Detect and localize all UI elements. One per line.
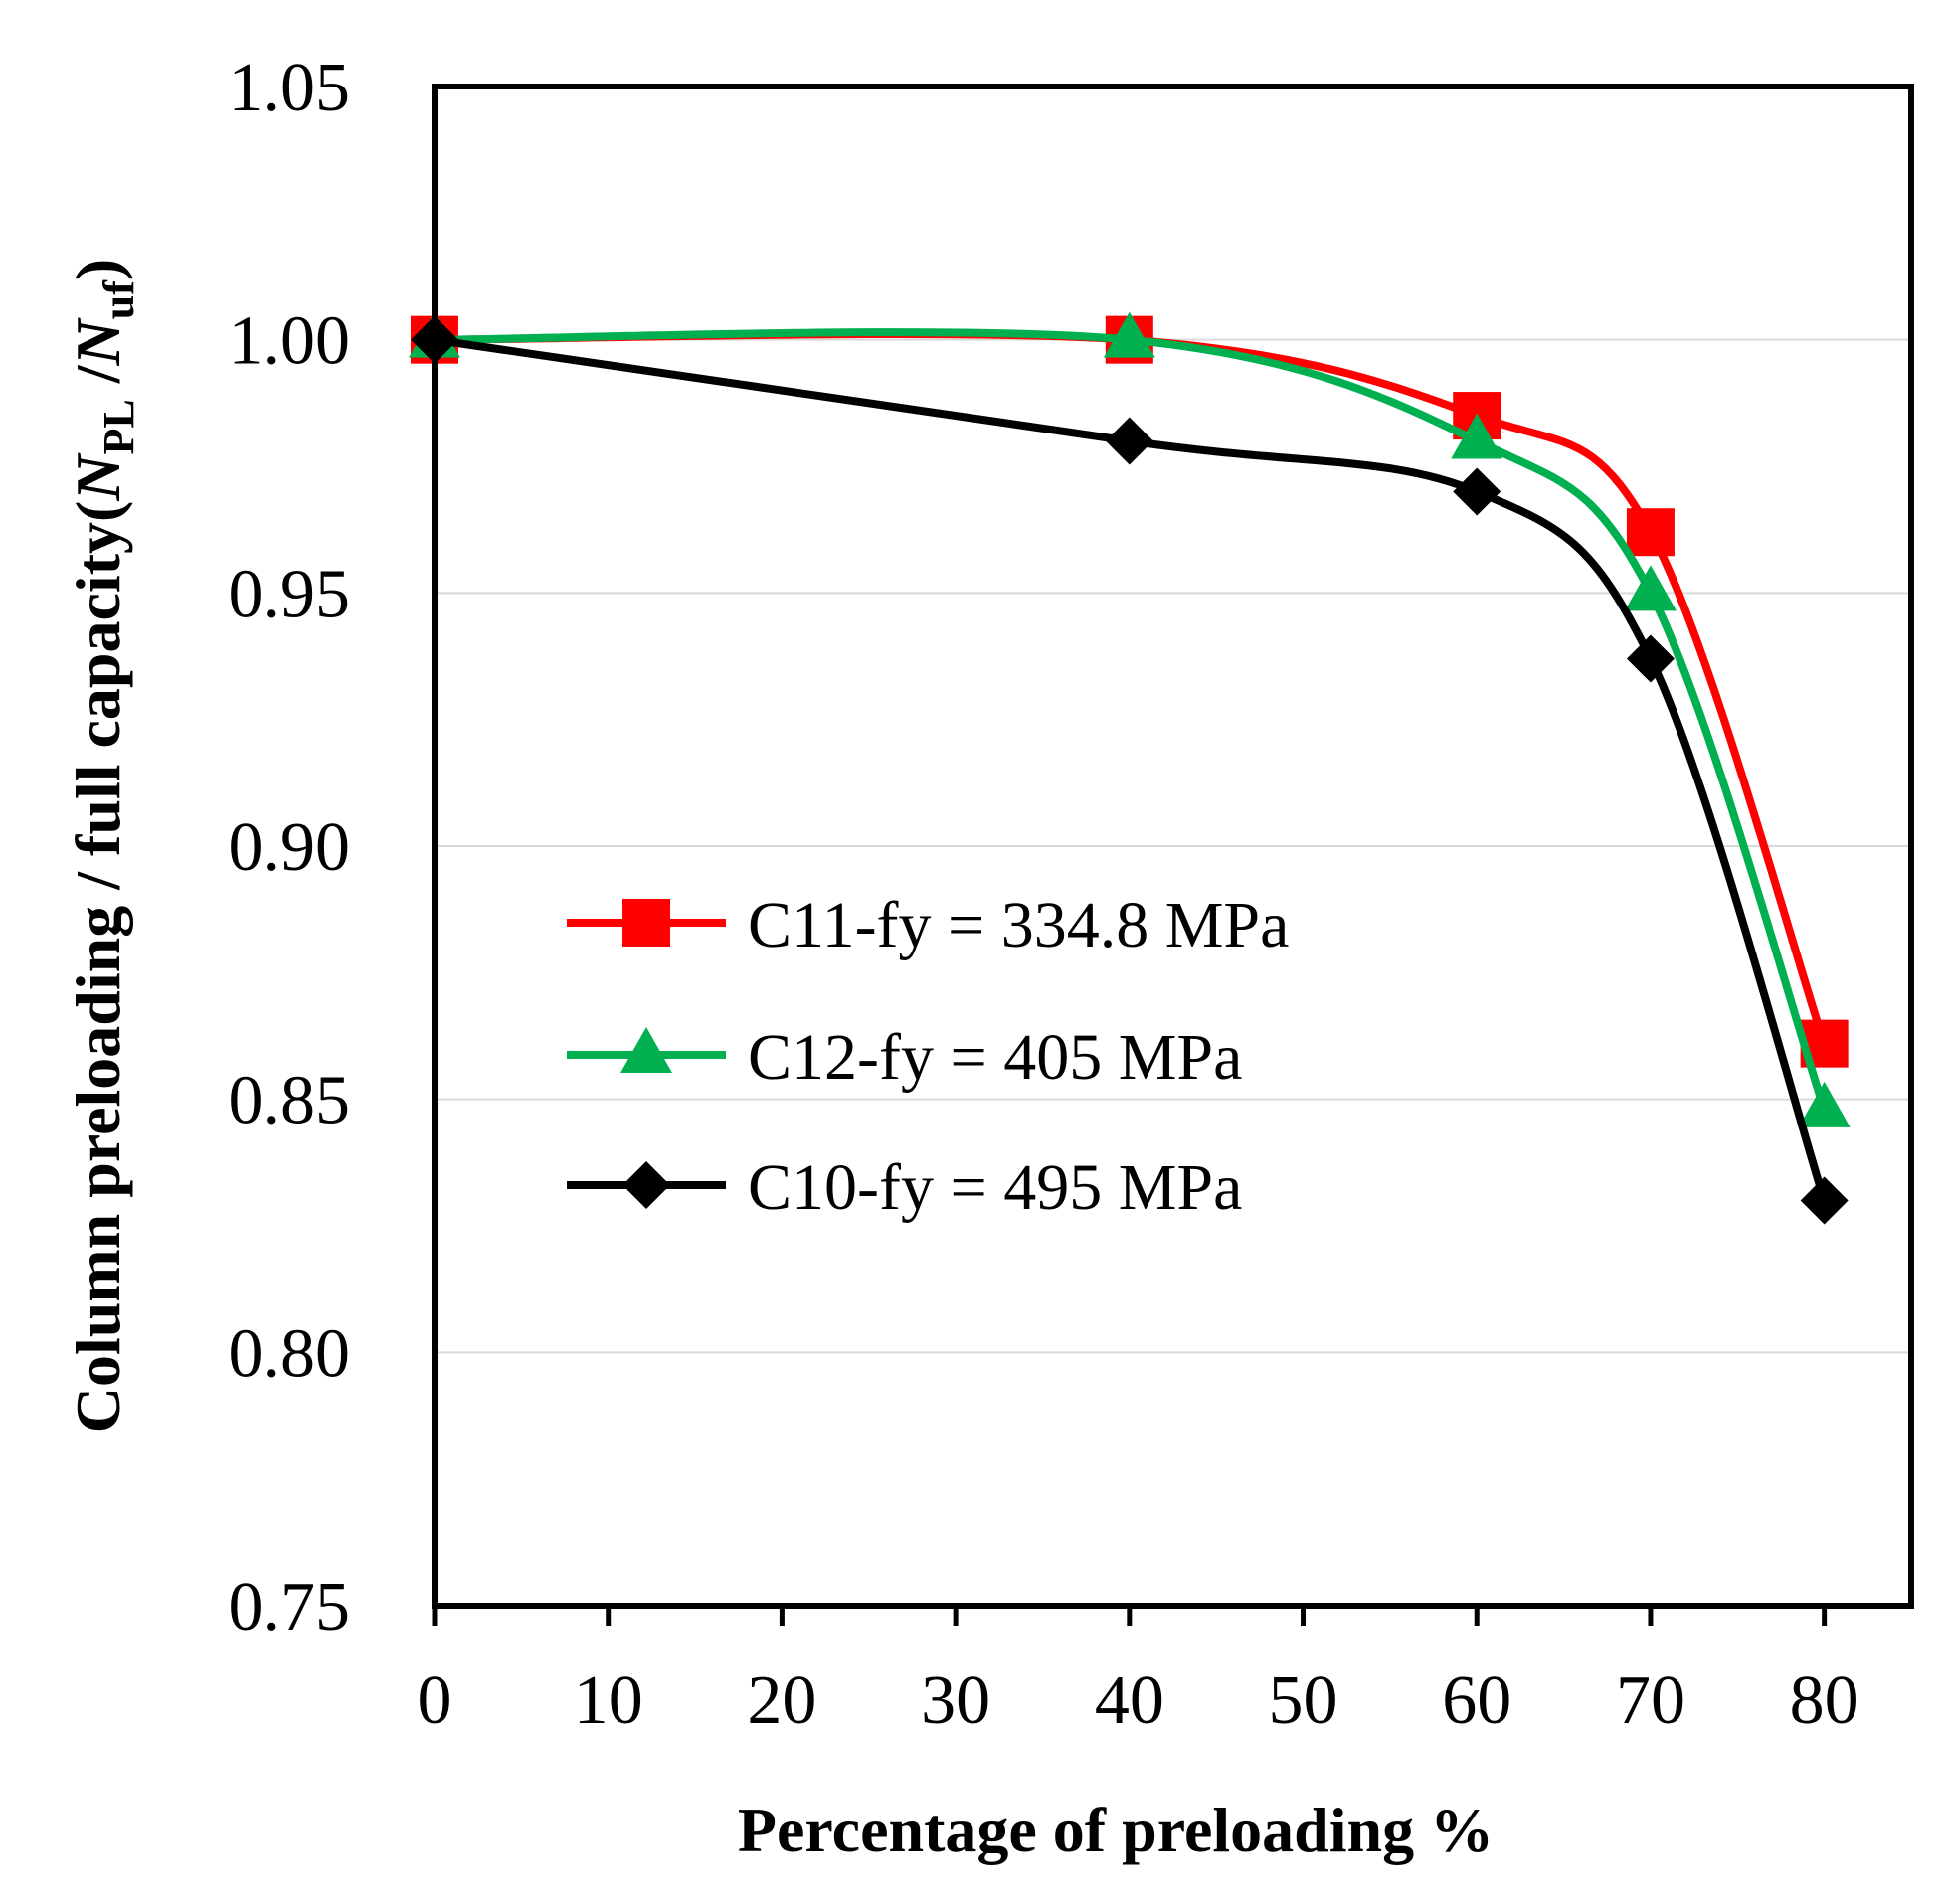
x-tick-label-6: 60 bbox=[1442, 1662, 1511, 1739]
series-1-point-3 bbox=[1624, 565, 1677, 611]
y-axis-title-suffix: ) bbox=[63, 260, 133, 280]
y-tick-label-2: 0.85 bbox=[229, 1063, 351, 1139]
x-tick-label-7: 70 bbox=[1616, 1662, 1685, 1739]
legend-label-1: C12-fy = 405 MPa bbox=[748, 1021, 1242, 1094]
y-axis-title-n2: N bbox=[63, 316, 133, 366]
legend-label-0: C11-fy = 334.8 MPa bbox=[748, 889, 1289, 961]
y-axis-title-slash: / bbox=[63, 364, 133, 399]
x-tick-label-1: 10 bbox=[574, 1662, 643, 1739]
y-tick-label-1: 0.80 bbox=[229, 1315, 351, 1392]
x-tick-label-2: 20 bbox=[747, 1662, 816, 1739]
y-tick-label-5: 1.00 bbox=[229, 303, 351, 380]
series-2-point-3 bbox=[1626, 634, 1675, 683]
legend-marker-2 bbox=[622, 1161, 670, 1209]
y-axis-title-prefix: Column preloading / full capacity( bbox=[63, 501, 133, 1434]
y-tick-label-6: 1.05 bbox=[229, 50, 351, 126]
y-axis-title: Column preloading / full capacity(NPL /N… bbox=[63, 260, 143, 1433]
x-tick-label-8: 80 bbox=[1790, 1662, 1859, 1739]
x-tick-label-0: 0 bbox=[418, 1662, 452, 1739]
series-1-point-2 bbox=[1451, 413, 1503, 459]
series-2-line bbox=[434, 335, 1829, 1202]
series-2-point-1 bbox=[1105, 417, 1153, 465]
x-axis-title: Percentage of preloading % bbox=[738, 1795, 1494, 1865]
legend-label-2: C10-fy = 495 MPa bbox=[748, 1151, 1242, 1224]
series-1-point-4 bbox=[1798, 1081, 1851, 1127]
series-2-point-4 bbox=[1800, 1176, 1849, 1225]
plot-area-border bbox=[432, 84, 1914, 1609]
y-tick-label-0: 0.75 bbox=[229, 1569, 351, 1645]
y-axis-title-sub2: uf bbox=[94, 279, 143, 319]
y-axis-title-sub1: PL bbox=[94, 399, 143, 454]
series-layer bbox=[409, 311, 1851, 1225]
y-axis: 0.75 0.80 0.85 0.90 0.95 1.00 1.05 bbox=[229, 50, 351, 1645]
x-tick-label-5: 50 bbox=[1269, 1662, 1338, 1739]
y-tick-label-3: 0.90 bbox=[229, 809, 351, 886]
series-1-line bbox=[434, 328, 1829, 1112]
series-2-point-2 bbox=[1453, 467, 1501, 516]
series-1-point-1 bbox=[1103, 311, 1155, 358]
legend: C11-fy = 334.8 MPa C12-fy = 405 MPa C10-fy… bbox=[567, 889, 1289, 1224]
y-axis-title-n1: N bbox=[63, 452, 133, 502]
legend-marker-0 bbox=[622, 899, 670, 947]
series-2 bbox=[411, 315, 1849, 1225]
x-tick-label-3: 30 bbox=[921, 1662, 990, 1739]
y-tick-label-4: 0.95 bbox=[229, 556, 351, 632]
series-0-point-3 bbox=[1626, 508, 1675, 557]
legend-marker-1 bbox=[620, 1027, 672, 1073]
x-axis: 0 10 20 30 40 50 60 70 80 bbox=[418, 1606, 1859, 1739]
x-tick-label-4: 40 bbox=[1095, 1662, 1164, 1739]
